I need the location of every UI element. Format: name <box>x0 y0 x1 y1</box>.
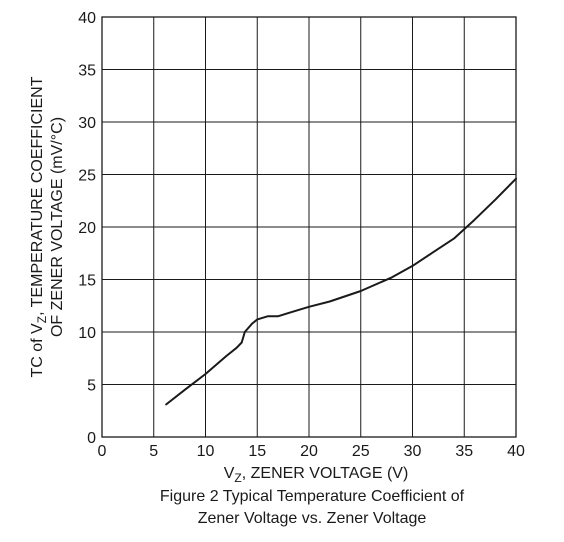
x-tick-label-40: 40 <box>507 443 525 460</box>
y-tick-label-40: 40 <box>78 10 96 27</box>
x-axis-title-subscript: Z <box>234 471 241 485</box>
x-tick-label-30: 30 <box>404 443 422 460</box>
x-tick-label-15: 15 <box>248 443 266 460</box>
series-line-tc-vs-vz <box>165 177 517 406</box>
x-tick-label-25: 25 <box>352 443 370 460</box>
y-tick-label-0: 0 <box>87 430 96 447</box>
x-axis-title: VZ, ZENER VOLTAGE (V) <box>224 465 409 485</box>
x-tick-label-35: 35 <box>455 443 473 460</box>
y-axis-title-line1-subscript: Z <box>35 316 49 323</box>
x-tick-label-20: 20 <box>300 443 318 460</box>
x-axis-title-prefix: V <box>224 465 235 482</box>
x-axis-title-suffix: , ZENER VOLTAGE (V) <box>242 465 409 482</box>
plot-frame <box>101 16 517 438</box>
x-tick-label-10: 10 <box>197 443 215 460</box>
y-tick-label-25: 25 <box>78 168 96 185</box>
y-tick-label-5: 5 <box>87 378 96 395</box>
y-tick-label-10: 10 <box>78 325 96 342</box>
grid <box>102 17 516 437</box>
y-axis-title-line1: TC of VZ, TEMPERATURE COEFFICIENT <box>29 76 49 377</box>
y-tick-labels: 0 5 10 15 20 25 30 35 40 <box>78 10 96 447</box>
y-axis-title-line1-prefix: TC of V <box>29 323 46 378</box>
y-tick-label-15: 15 <box>78 273 96 290</box>
figure-caption-line-1: Figure 2 Typical Temperature Coefficient… <box>159 488 465 505</box>
y-tick-label-20: 20 <box>78 220 96 237</box>
x-tick-label-0: 0 <box>98 443 107 460</box>
y-axis-title-line1-suffix: , TEMPERATURE COEFFICIENT <box>29 76 46 316</box>
x-tick-labels: 0 5 10 15 20 25 30 35 40 <box>98 443 525 460</box>
y-tick-label-35: 35 <box>78 63 96 80</box>
figure-caption-line-2: Zener Voltage vs. Zener Voltage <box>197 510 427 527</box>
x-tick-label-5: 5 <box>149 443 158 460</box>
y-axis-title-line2: OF ZENER VOLTAGE (mV/°C) <box>49 117 66 337</box>
y-tick-label-30: 30 <box>78 115 96 132</box>
